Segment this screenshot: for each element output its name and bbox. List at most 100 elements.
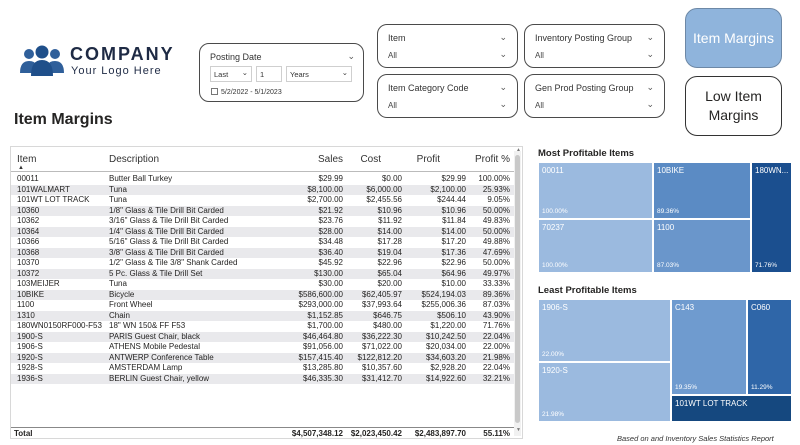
chevron-down-icon[interactable]: ⌄ — [499, 99, 507, 109]
cell-description: AMSTERDAM Lamp — [109, 363, 183, 372]
count-input[interactable]: 1 — [256, 66, 282, 82]
unit-select[interactable]: Years ⌄ — [286, 66, 352, 82]
table-body: 00011 Butter Ball Turkey $29.99 $0.00 $29.99… — [11, 174, 514, 384]
cell-sales: $91,056.00 — [302, 342, 343, 351]
table-row[interactable]: 10372 5 Pc. Glass & Tile Drill Set $130.00… — [11, 268, 514, 279]
cell-item: 10360 — [17, 205, 40, 215]
treemap-tile[interactable]: 10BIKE 89.36% — [653, 162, 751, 219]
cell-profit: $20,034.00 — [425, 342, 466, 351]
cell-profit-pct: 22.04% — [482, 363, 510, 372]
cell-item: 10362 — [17, 216, 40, 225]
cell-description: Front Wheel — [109, 300, 153, 309]
table-row[interactable]: 10364 1/4" Glass & Tile Drill Bit Carded $… — [11, 226, 514, 237]
cell-item: 10364 — [17, 226, 40, 236]
tile-label: 70237 — [542, 223, 565, 232]
table-row[interactable]: 1928-S AMSTERDAM Lamp $13,285.80 $10,357.60… — [11, 363, 514, 374]
cell-profit-pct: 22.00% — [482, 342, 510, 351]
total-cost: $2,023,450.42 — [350, 429, 402, 438]
scroll-thumb[interactable] — [515, 155, 520, 423]
cell-description: 18" WN 150& FF F53 — [109, 321, 186, 330]
treemap-tile[interactable]: 180WN... 71.76% — [751, 162, 792, 273]
posting-date-slicer[interactable]: Posting Date ⌄ Last ⌄ 1 Years ⌄ 5/2/2022… — [199, 43, 364, 102]
tile-value: 89.36% — [657, 208, 680, 215]
relative-select[interactable]: Last ⌄ — [210, 66, 252, 82]
cell-profit-pct: 47.69% — [482, 247, 510, 257]
treemap-tile[interactable]: C143 19.35% — [671, 299, 747, 395]
chevron-down-icon[interactable]: ⌄ — [646, 99, 654, 109]
table-row[interactable]: 1936-S BERLIN Guest Chair, yellow $46,335.… — [11, 373, 514, 384]
tile-label: 1920-S — [542, 366, 568, 375]
treemap-tile[interactable]: 00011 100.00% — [538, 162, 653, 219]
table-row[interactable]: 1920-S ANTWERP Conference Table $157,415.4… — [11, 352, 514, 363]
col-header-profit-pct[interactable]: Profit % — [474, 154, 510, 165]
cell-cost: $62,405.97 — [361, 289, 402, 299]
chevron-down-icon[interactable]: ⌄ — [499, 49, 507, 59]
treemap-tile[interactable]: 1906-S 22.00% — [538, 299, 671, 362]
item-margins-button[interactable]: Item Margins — [685, 8, 782, 68]
col-header-cost[interactable]: Cost — [360, 154, 381, 165]
chevron-down-icon[interactable]: ⌄ — [499, 82, 507, 92]
chevron-down-icon[interactable]: ⌄ — [347, 51, 355, 61]
cell-sales: $36.40 — [318, 247, 343, 257]
cell-profit: $14,922.60 — [425, 373, 466, 383]
col-header-item[interactable]: Item — [17, 154, 37, 165]
cell-cost: $122,812.20 — [357, 352, 403, 362]
table-row[interactable]: 1100 Front Wheel $293,000.00 $37,993.64 $255… — [11, 300, 514, 311]
cell-description: 5/16" Glass & Tile Drill Bit Carded — [109, 237, 229, 246]
tile-label: 10BIKE — [657, 166, 685, 175]
table-row[interactable]: 180WN0150RF000-F53 18" WN 150& FF F53 $1,7… — [11, 321, 514, 332]
chevron-down-icon[interactable]: ⌄ — [646, 49, 654, 59]
table-row[interactable]: 10360 1/8" Glass & Tile Drill Bit Carded $… — [11, 205, 514, 216]
chevron-down-icon[interactable]: ⌄ — [646, 32, 654, 42]
cell-cost: $0.00 — [381, 174, 402, 183]
item-slicer[interactable]: Item ⌄ All ⌄ — [377, 24, 518, 68]
table-row[interactable]: 10362 3/16" Glass & Tile Drill Bit Carded… — [11, 216, 514, 227]
col-header-sales[interactable]: Sales — [317, 154, 343, 165]
gen-prod-posting-group-slicer[interactable]: Gen Prod Posting Group ⌄ All ⌄ — [524, 74, 665, 118]
cell-description: ANTWERP Conference Table — [109, 352, 214, 362]
col-header-description[interactable]: Description — [109, 154, 160, 165]
col-header-profit[interactable]: Profit — [416, 154, 440, 165]
low-item-margins-button[interactable]: Low Item Margins — [685, 76, 782, 136]
scroll-up-icon[interactable]: ▲ — [516, 147, 521, 153]
tile-label: 1906-S — [542, 303, 568, 312]
cell-profit-pct: 9.05% — [487, 195, 510, 204]
table-row[interactable]: 101WT LOT TRACK Tuna $2,700.00 $2,455.56 $24… — [11, 195, 514, 206]
treemap-tile[interactable]: 70237 100.00% — [538, 219, 653, 273]
table-row[interactable]: 103MEIJER Tuna $30.00 $20.00 $10.00 33.33% — [11, 279, 514, 290]
treemap-tile[interactable]: 101WT LOT TRACK — [671, 395, 792, 422]
cell-cost: $10,357.60 — [361, 363, 402, 372]
cell-cost: $20.00 — [377, 279, 402, 288]
company-logo: COMPANY Your Logo Here — [18, 44, 188, 80]
cell-cost: $65.04 — [377, 268, 402, 278]
cell-description: Bicycle — [109, 289, 135, 299]
item-category-code-slicer[interactable]: Item Category Code ⌄ All ⌄ — [377, 74, 518, 118]
chevron-down-icon: ⌄ — [241, 68, 248, 77]
table-row[interactable]: 10366 5/16" Glass & Tile Drill Bit Carded… — [11, 237, 514, 248]
table-row[interactable]: 101WALMART Tuna $8,100.00 $6,000.00 $2,100.0… — [11, 184, 514, 195]
cell-sales: $8,100.00 — [307, 184, 343, 194]
table-row[interactable]: 1906-S ATHENS Mobile Pedestal $91,056.00 $7… — [11, 342, 514, 353]
sort-ascending-icon[interactable]: ▲ — [18, 165, 24, 171]
cell-description: Tuna — [109, 279, 127, 288]
treemap-tile[interactable]: C060 11.29% — [747, 299, 792, 395]
table-scrollbar[interactable] — [514, 151, 521, 436]
table-row[interactable]: 1900-S PARIS Guest Chair, black $46,464.80… — [11, 331, 514, 342]
treemap-tile[interactable]: 1100 87.03% — [653, 219, 751, 273]
chevron-down-icon[interactable]: ⌄ — [646, 82, 654, 92]
table-row[interactable]: 10370 1/2" Glass & Tile 3/8" Shank Carded… — [11, 258, 514, 269]
tile-value: 22.00% — [542, 351, 565, 358]
treemap-tile[interactable]: 1920-S 21.98% — [538, 362, 671, 422]
table-row[interactable]: 00011 Butter Ball Turkey $29.99 $0.00 $29.99… — [11, 174, 514, 185]
table-row[interactable]: 10368 3/8" Glass & Tile Drill Bit Carded $… — [11, 247, 514, 258]
chevron-down-icon[interactable]: ⌄ — [499, 32, 507, 42]
cell-sales: $46,335.30 — [302, 373, 343, 383]
inventory-posting-group-slicer[interactable]: Inventory Posting Group ⌄ All ⌄ — [524, 24, 665, 68]
cell-item: 10368 — [17, 247, 40, 257]
total-label: Total — [14, 429, 33, 438]
table-row[interactable]: 10BIKE Bicycle $586,600.00 $62,405.97 $524,1… — [11, 289, 514, 300]
cell-profit: $506.10 — [437, 310, 466, 320]
table-row[interactable]: 1310 Chain $1,152.85 $646.75 $506.10 43.90% — [11, 310, 514, 321]
cell-cost: $2,455.56 — [366, 195, 402, 204]
scroll-down-icon[interactable]: ▼ — [516, 427, 521, 433]
